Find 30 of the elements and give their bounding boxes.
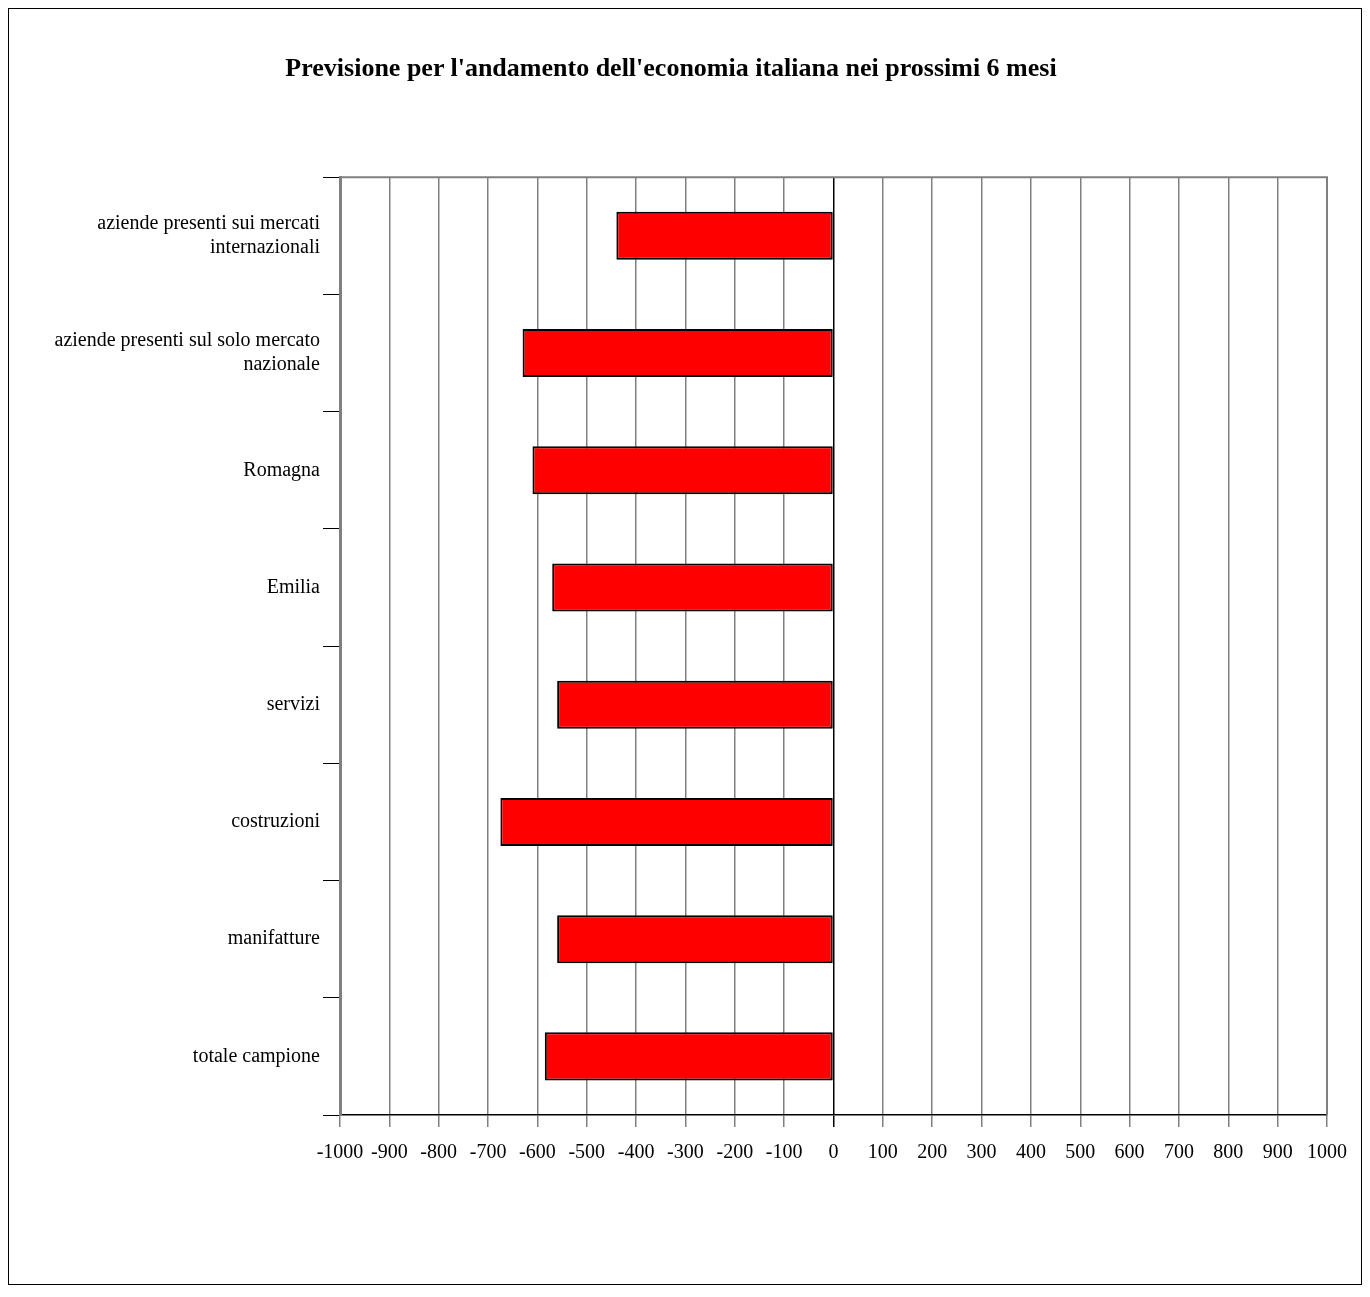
x-tick-label: 0 [828, 1140, 839, 1163]
x-tick-label: 500 [1065, 1140, 1096, 1163]
x-tick-label: -900 [371, 1140, 408, 1163]
y-tick-label: Emilia [266, 574, 321, 597]
y-tick-label: manifatture [227, 926, 321, 949]
y-tick-label: costruzioni [231, 809, 321, 832]
x-tick-label: -1000 [316, 1140, 364, 1163]
x-tick-label: 200 [917, 1140, 948, 1163]
x-tick-label: 100 [867, 1140, 898, 1163]
x-tick-label: 600 [1114, 1140, 1145, 1163]
x-tick-label: 800 [1213, 1140, 1244, 1163]
chart-title: Previsione per l'andamento dell'economia italiana nei prossimi 6 mesi [285, 53, 1057, 83]
y-tick-label: Romagna [243, 457, 321, 481]
x-tick-label: -800 [420, 1140, 458, 1163]
x-tick-label: -700 [469, 1140, 507, 1163]
x-tick-label: -500 [568, 1140, 606, 1163]
x-tick-label: -300 [667, 1140, 704, 1163]
y-tick-label: aziende presenti sui mercati internazionali [97, 211, 321, 258]
x-tick-label: -200 [716, 1140, 754, 1163]
y-tick-label: servizi [266, 691, 321, 714]
x-tick-label: -600 [519, 1140, 556, 1163]
x-tick-label: -100 [765, 1140, 803, 1163]
x-tick-label: 300 [966, 1140, 997, 1163]
x-tick-label: -400 [617, 1140, 655, 1163]
y-tick-label: totale campione [192, 1043, 321, 1067]
x-tick-label: 400 [1015, 1140, 1046, 1163]
x-tick-label: 900 [1262, 1140, 1293, 1163]
y-tick-label: aziende presenti sul solo mercato nazionale [54, 328, 321, 375]
x-tick-label: 700 [1163, 1140, 1194, 1163]
x-tick-label: 1000 [1307, 1140, 1347, 1163]
